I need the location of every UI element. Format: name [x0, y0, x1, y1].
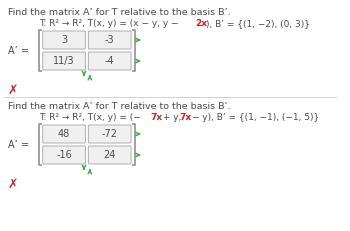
FancyBboxPatch shape — [88, 125, 131, 143]
Text: A’ =: A’ = — [8, 140, 29, 149]
Text: -4: -4 — [105, 56, 114, 66]
FancyBboxPatch shape — [88, 52, 131, 70]
Text: 3: 3 — [61, 35, 67, 45]
FancyBboxPatch shape — [88, 31, 131, 49]
Text: Find the matrix A’ for T relative to the basis B’.: Find the matrix A’ for T relative to the… — [8, 8, 230, 17]
FancyBboxPatch shape — [43, 52, 85, 70]
FancyBboxPatch shape — [88, 146, 131, 164]
Text: -16: -16 — [56, 150, 72, 160]
Text: Find the matrix A’ for T relative to the basis B’.: Find the matrix A’ for T relative to the… — [8, 102, 230, 111]
Text: 7x: 7x — [150, 113, 163, 122]
Text: 7x: 7x — [180, 113, 192, 122]
FancyBboxPatch shape — [43, 31, 85, 49]
Text: 11/3: 11/3 — [53, 56, 75, 66]
Text: T: R² → R², T(x, y) = (−: T: R² → R², T(x, y) = (− — [39, 113, 141, 122]
Text: ✗: ✗ — [8, 178, 18, 191]
Text: ✗: ✗ — [8, 84, 18, 97]
Text: 2x: 2x — [195, 19, 207, 28]
Text: + y,: + y, — [160, 113, 184, 122]
Text: T: R² → R², T(x, y) = (x − y, y −: T: R² → R², T(x, y) = (x − y, y − — [39, 19, 181, 28]
Text: -72: -72 — [102, 129, 118, 139]
Text: A’ =: A’ = — [8, 46, 29, 55]
Text: 48: 48 — [58, 129, 70, 139]
Text: − y), B’ = {(1, −1), (−1, 5)}: − y), B’ = {(1, −1), (−1, 5)} — [189, 113, 320, 122]
FancyBboxPatch shape — [43, 125, 85, 143]
Text: -3: -3 — [105, 35, 114, 45]
Text: ), B’ = {(1, −2), (0, 3)}: ), B’ = {(1, −2), (0, 3)} — [206, 19, 310, 28]
FancyBboxPatch shape — [43, 146, 85, 164]
Text: 24: 24 — [104, 150, 116, 160]
